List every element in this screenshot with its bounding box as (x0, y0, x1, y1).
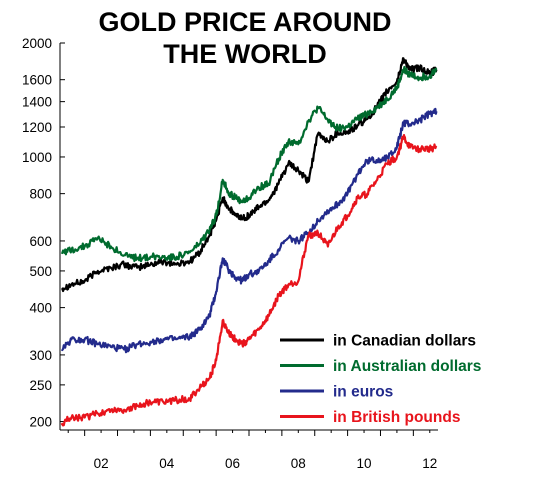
legend-background (276, 352, 494, 375)
series-layer (60, 57, 438, 427)
chart-legend: in Canadian dollars in Australian dollars… (276, 327, 494, 426)
legend-label: in British pounds (333, 409, 460, 426)
x-tick-label: 04 (159, 456, 175, 471)
y-tick-label: 1000 (22, 150, 52, 165)
y-tick-label: 300 (29, 348, 52, 363)
x-tick-label: 02 (94, 456, 109, 471)
legend-label: in Canadian dollars (333, 333, 476, 350)
y-tick-label: 200 (29, 415, 52, 430)
y-tick-label: 1400 (22, 95, 52, 110)
series-line-2 (60, 65, 438, 263)
y-tick-label: 500 (29, 264, 52, 279)
y-tick-label: 1600 (22, 73, 52, 88)
y-tick-label: 1200 (22, 120, 52, 135)
y-tick-label: 800 (29, 187, 52, 202)
x-tick-label: 12 (422, 456, 437, 471)
legend-label: in euros (333, 384, 393, 401)
chart-title-line-2: THE WORLD (163, 39, 327, 69)
chart-title-line-1: GOLD PRICE AROUND (98, 7, 392, 37)
legend-background (276, 378, 494, 400)
legend-background (276, 327, 494, 349)
y-tick-label: 2000 (22, 36, 52, 51)
legend-label: in Australian dollars (333, 358, 481, 375)
y-tick-label: 400 (29, 301, 52, 316)
x-tick-label: 10 (357, 456, 372, 471)
legend-background (276, 403, 494, 426)
x-tick-label: 08 (291, 456, 306, 471)
series-line-4 (60, 134, 438, 427)
x-tick-label: 06 (225, 456, 240, 471)
y-tick-label: 600 (29, 234, 52, 249)
y-tick-label: 250 (29, 378, 52, 393)
chart-title: GOLD PRICE AROUND THE WORLD (70, 6, 420, 70)
series-line-1 (61, 57, 438, 293)
chart-axes: 200 250 300 400 500 600 800 1000 1200 1400 1600 200… (22, 36, 438, 471)
series-line-3 (60, 107, 438, 354)
